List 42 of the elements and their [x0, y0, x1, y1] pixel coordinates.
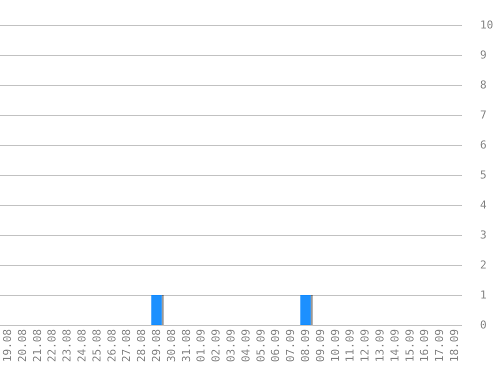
- x-tick-label: 05.09: [254, 329, 268, 362]
- x-tick-label: 25.08: [90, 329, 104, 362]
- x-tick-label: 09.09: [314, 329, 327, 362]
- x-tick-label: 06.09: [269, 329, 282, 362]
- x-tick-label: 20.08: [16, 329, 29, 362]
- x-tick-label: 19.08: [0, 329, 14, 362]
- x-tick-label: 29.08: [150, 329, 163, 362]
- x-tick-label: 01.09: [194, 329, 208, 362]
- x-tick-label: 27.08: [120, 329, 134, 362]
- x-tick-label: 02.09: [210, 329, 223, 362]
- x-tick-label: 22.08: [46, 329, 59, 362]
- x-tick-label: 14.09: [388, 329, 402, 362]
- x-tick-label: 28.08: [135, 329, 148, 362]
- x-tick-label: 03.09: [224, 329, 238, 362]
- x-tick-label: 23.08: [60, 329, 74, 362]
- x-tick-label: 26.08: [105, 329, 118, 362]
- x-tick-label: 18.09: [448, 329, 462, 362]
- y-tick-label: 5: [480, 168, 487, 182]
- x-tick-label: 15.09: [403, 329, 416, 362]
- x-tick-label: 07.09: [284, 329, 298, 362]
- x-tick-label: 11.09: [344, 329, 357, 362]
- x-tick-label: 10.09: [328, 329, 342, 362]
- x-tick-label: 16.09: [418, 329, 432, 362]
- y-tick-label: 4: [480, 198, 487, 212]
- x-tick-label: 21.08: [30, 329, 44, 362]
- x-tick-label: 24.08: [75, 329, 88, 362]
- y-tick-label: 7: [480, 108, 487, 122]
- y-tick-label: 3: [480, 228, 487, 242]
- y-tick-label: 8: [480, 78, 487, 92]
- y-tick-label: 1: [480, 288, 487, 302]
- x-tick-label: 30.08: [164, 329, 178, 362]
- y-tick-label: 9: [480, 48, 487, 62]
- x-tick-label: 04.09: [239, 329, 252, 362]
- y-tick-label: 0: [480, 318, 487, 332]
- y-tick-label: 6: [480, 138, 487, 152]
- x-tick-label: 13.09: [374, 329, 387, 362]
- y-tick-label: 2: [480, 258, 487, 272]
- x-tick-label: 31.08: [180, 329, 193, 362]
- x-tick-label: 08.09: [299, 329, 312, 362]
- y-tick-label: 10: [480, 18, 494, 32]
- x-tick-label: 17.09: [433, 329, 446, 362]
- x-tick-label: 12.09: [358, 329, 372, 362]
